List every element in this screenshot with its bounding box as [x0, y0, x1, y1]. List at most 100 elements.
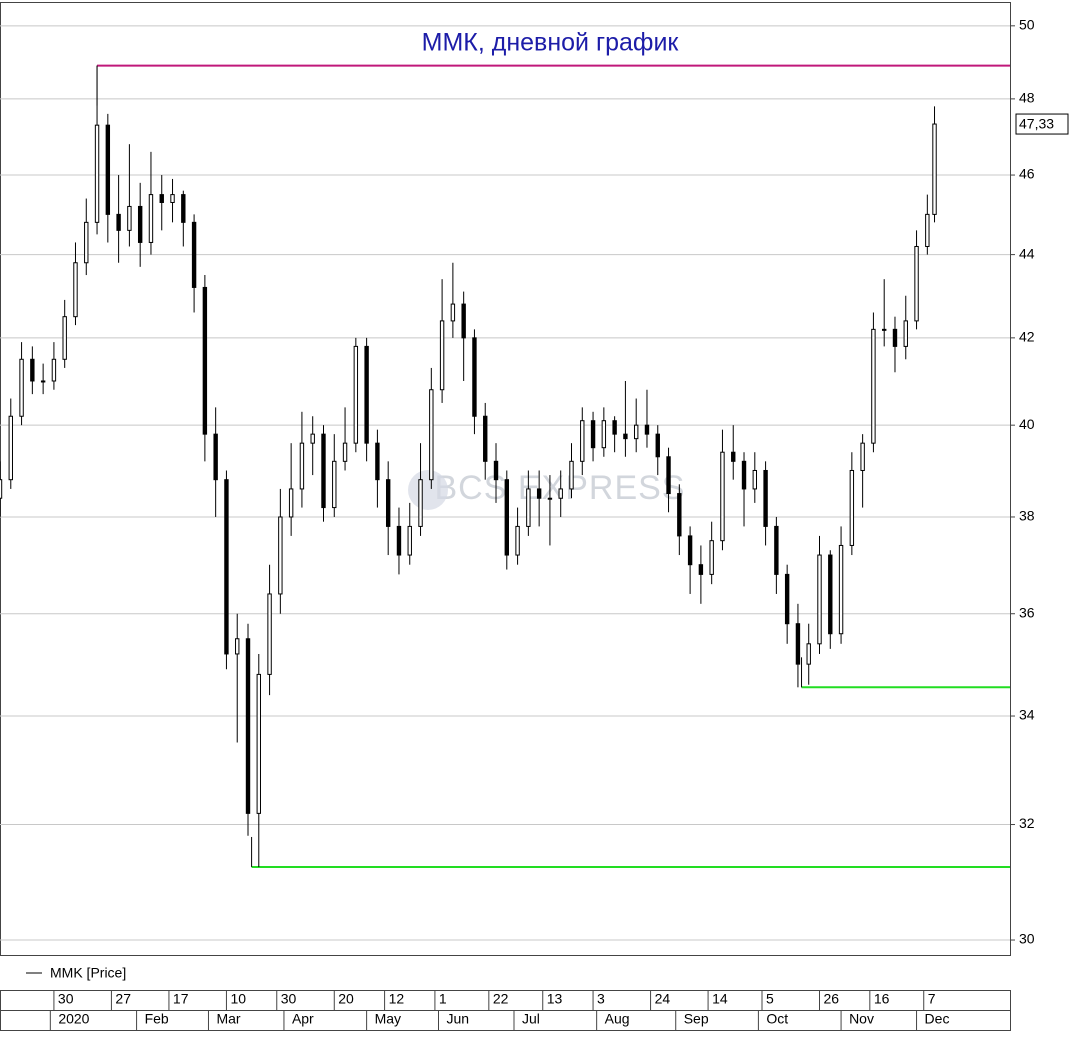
candle-body	[590, 420, 596, 449]
candle-body	[612, 420, 617, 435]
candle-body	[752, 469, 758, 490]
candle-body	[396, 525, 402, 556]
watermark-logo	[408, 470, 448, 510]
candle-body	[73, 262, 78, 318]
candle-body	[8, 415, 13, 481]
candle-body	[580, 420, 585, 462]
candle-body	[558, 488, 563, 499]
y-tick-label: 34	[1019, 707, 1035, 723]
candle-body	[461, 303, 466, 339]
y-tick-label: 40	[1019, 416, 1035, 432]
candle-body	[838, 544, 844, 635]
candle-body	[881, 328, 887, 331]
candle-body	[741, 460, 747, 490]
candle-body	[40, 380, 46, 383]
candle-body	[644, 424, 650, 435]
candle-body	[731, 451, 736, 462]
candle-body	[181, 194, 186, 223]
month-label: 2020	[58, 1011, 89, 1027]
month-label: Jul	[522, 1011, 540, 1027]
candle-body	[914, 245, 919, 322]
x-tick-label: 3	[597, 991, 605, 1007]
candle-body	[504, 479, 509, 556]
candle-body	[19, 358, 24, 417]
candle-body	[278, 516, 283, 595]
candle-body	[806, 643, 811, 665]
x-tick-label: 16	[874, 991, 890, 1007]
candle-body	[784, 573, 790, 625]
candle-body	[601, 420, 607, 449]
candle-body	[860, 442, 865, 471]
candle-body	[483, 415, 488, 462]
candle-body	[94, 124, 100, 223]
candle-body	[666, 456, 671, 495]
candle-body	[364, 345, 369, 444]
x-tick-label: 30	[58, 991, 74, 1007]
x-tick-label: 7	[928, 991, 936, 1007]
month-label: Sep	[684, 1011, 709, 1027]
candle-body	[493, 460, 499, 481]
candle-body	[828, 554, 833, 635]
candle-body	[677, 493, 682, 537]
month-label: Mar	[216, 1011, 240, 1027]
candle-body	[720, 451, 725, 542]
candle-body	[932, 123, 937, 215]
candle-body	[213, 433, 218, 481]
month-label: Nov	[849, 1011, 874, 1027]
candle-body	[51, 358, 57, 382]
x-tick-label: 17	[173, 991, 189, 1007]
x-tick-label: 30	[281, 991, 297, 1007]
x-tick-label: 14	[712, 991, 728, 1007]
x-tick-label: 22	[493, 991, 509, 1007]
candle-body	[116, 213, 121, 231]
candle-body	[709, 540, 714, 575]
y-tick-label: 36	[1019, 604, 1035, 620]
candle-body	[375, 442, 380, 481]
candle-body	[547, 497, 553, 500]
month-label: May	[375, 1011, 401, 1027]
last-price-label: 47,33	[1019, 116, 1054, 132]
candle-body	[925, 213, 930, 247]
x-tick-label: 20	[338, 991, 354, 1007]
candle-body	[526, 488, 531, 527]
candle-body	[763, 469, 768, 527]
month-label: Oct	[766, 1011, 788, 1027]
y-tick-label: 46	[1019, 166, 1035, 182]
candle-body	[536, 488, 542, 499]
candle-body	[62, 316, 67, 360]
candle-body	[84, 221, 89, 264]
last-price-box	[1015, 113, 1069, 135]
legend-label: MMK [Price]	[50, 965, 126, 981]
candle-body	[353, 345, 359, 444]
y-tick-label: 30	[1019, 931, 1035, 947]
candle-body	[256, 673, 261, 814]
candle-body	[159, 194, 164, 203]
y-tick-label: 50	[1019, 17, 1035, 33]
x-tick-label: 13	[547, 991, 563, 1007]
x-tick-label: 24	[655, 991, 671, 1007]
candle-body	[515, 525, 520, 556]
month-label: Feb	[145, 1011, 169, 1027]
candle-body	[817, 554, 822, 645]
candle-body	[849, 469, 855, 546]
x-tick-label: 26	[824, 991, 840, 1007]
candle-body	[892, 328, 898, 347]
chart-title: ММК, дневной график	[422, 29, 680, 57]
candle-body	[795, 623, 801, 665]
candle-body	[429, 389, 434, 481]
candle-body	[30, 358, 35, 382]
candle-body	[342, 442, 348, 462]
x-tick-label: 1	[439, 991, 447, 1007]
y-tick-label: 48	[1019, 90, 1035, 106]
candle-body	[633, 424, 639, 440]
candle-body	[687, 535, 693, 566]
candle-body	[310, 433, 315, 444]
candle-body	[871, 328, 876, 444]
candle-body	[385, 479, 391, 527]
plot-frame	[0, 2, 1011, 956]
candle-body	[191, 221, 197, 288]
candle-body	[903, 320, 908, 347]
candle-body	[472, 337, 477, 417]
x-tick-label: 12	[389, 991, 405, 1007]
candle-body	[407, 525, 412, 556]
